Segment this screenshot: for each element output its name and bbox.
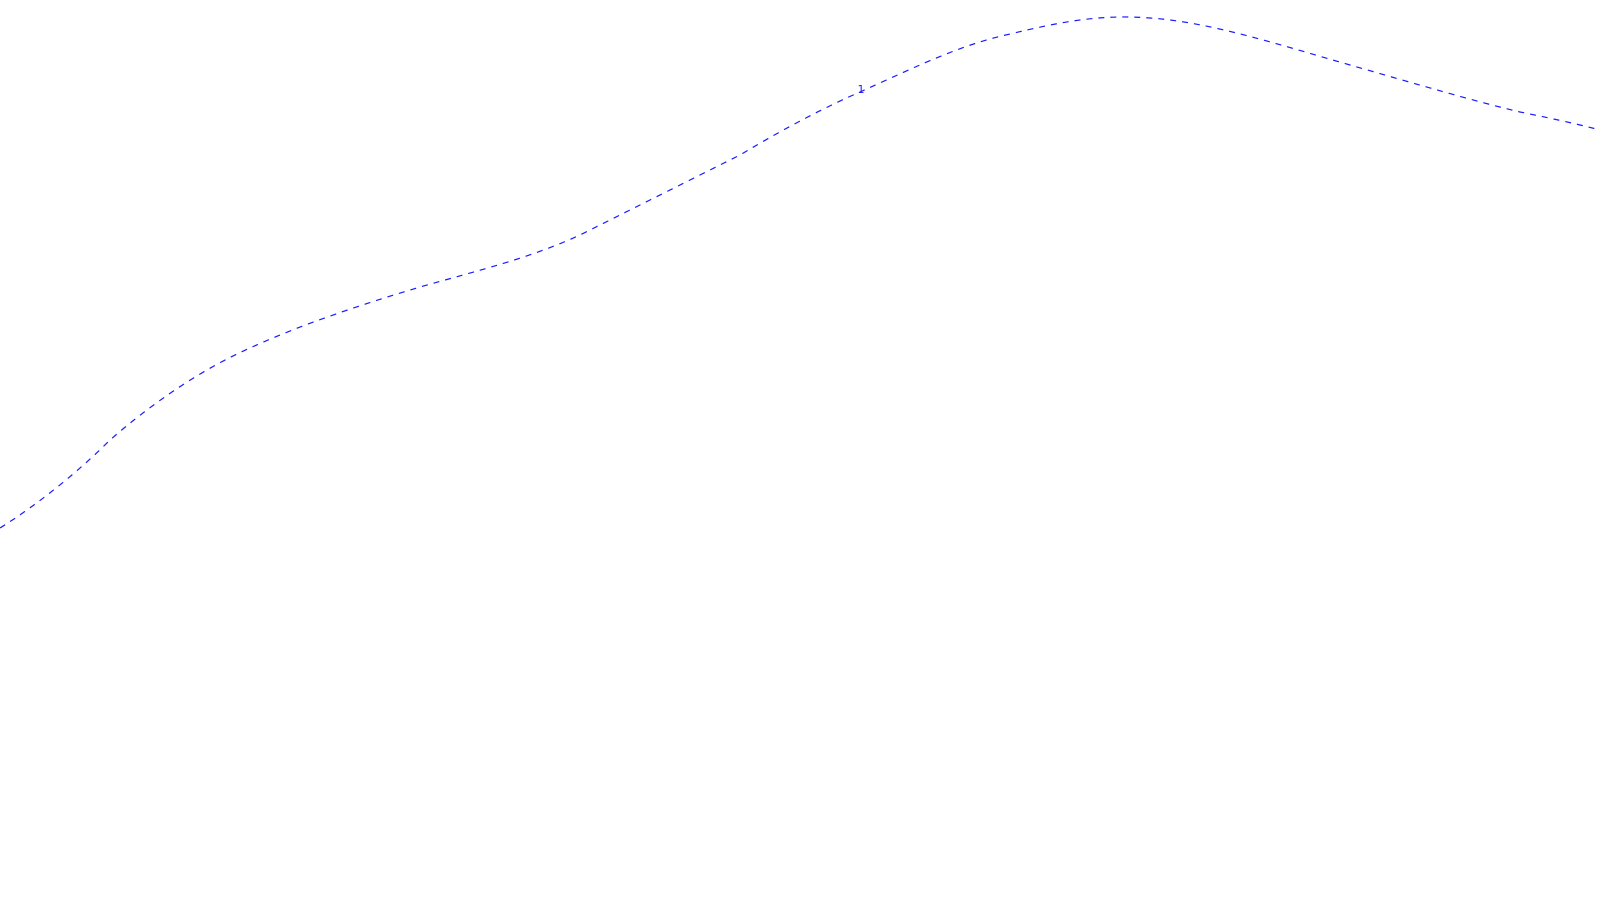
- route-label: 1: [858, 83, 865, 96]
- route-line[interactable]: [0, 16, 1600, 529]
